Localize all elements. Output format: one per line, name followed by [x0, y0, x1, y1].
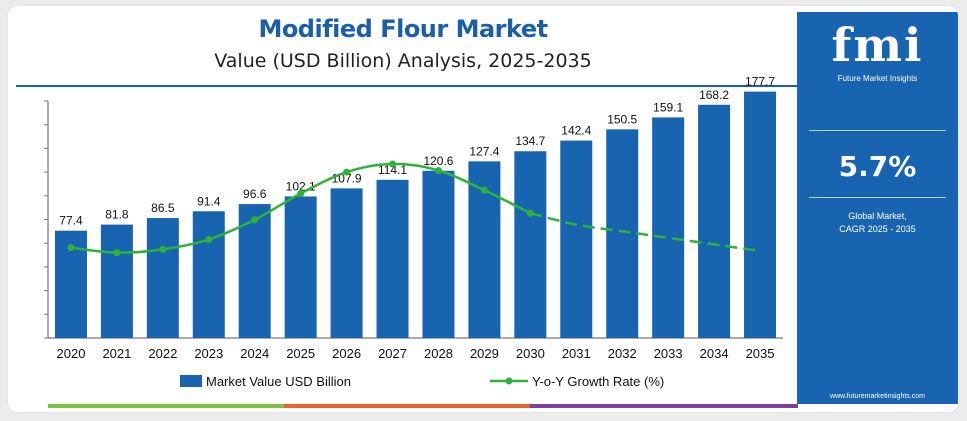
bar-2028	[422, 170, 455, 338]
growth-point-2029	[480, 186, 488, 194]
x-tick-label: 2023	[194, 346, 223, 361]
legend-bar-label: Market Value USD Billion	[206, 374, 351, 389]
growth-point-2021	[113, 249, 121, 257]
x-tick-label: 2032	[608, 346, 637, 361]
website-link[interactable]: www.futuremarketinsights.com	[830, 393, 925, 400]
growth-point-2020	[67, 244, 75, 252]
bar-value-label: 120.6	[423, 154, 453, 168]
growth-point-2027	[389, 160, 397, 168]
cagr-label-line1: Global Market,	[848, 211, 907, 221]
legend-bar-swatch	[180, 375, 202, 387]
growth-point-2025	[297, 189, 305, 197]
chart-title: Modified Flour Market	[258, 15, 548, 43]
cagr-label-line2: CAGR 2025 - 2035	[839, 224, 916, 234]
bar-line-chart: 77.4 2020 81.8 2021 86.5 2022 91.4 2023 96.6 2024…	[44, 75, 783, 389]
bar-2022	[146, 218, 179, 338]
x-tick-label: 2031	[562, 346, 591, 361]
logo-subtext: Future Market Insights	[837, 74, 918, 83]
bar-value-label: 142.4	[561, 124, 591, 138]
strip-orange	[284, 404, 530, 408]
legend-line-label: Y-o-Y Growth Rate (%)	[532, 374, 664, 389]
bar-2033	[652, 117, 685, 338]
strip-green	[48, 404, 284, 408]
fmi-logo: fmi	[831, 18, 924, 72]
bar-2023	[192, 211, 225, 338]
bar-2034	[698, 104, 731, 339]
growth-point-2023	[205, 235, 213, 243]
x-tick-label: 2035	[746, 346, 775, 361]
bar-2025	[284, 196, 317, 338]
growth-point-2028	[434, 167, 442, 175]
bar-value-label: 81.8	[105, 208, 129, 222]
x-tick-label: 2025	[286, 346, 315, 361]
growth-point-2030	[526, 209, 534, 217]
x-tick-label: 2029	[470, 346, 499, 361]
x-tick-label: 2026	[332, 346, 361, 361]
bar-2021	[100, 224, 133, 338]
bar-value-label: 77.4	[59, 214, 83, 228]
x-tick-label: 2020	[57, 346, 86, 361]
x-tick-label: 2024	[240, 346, 269, 361]
legend-line-marker	[505, 377, 513, 385]
growth-point-2026	[343, 168, 351, 176]
chart-card: Modified Flour Market Value (USD Billion…	[8, 6, 958, 412]
bar-value-label: 168.2	[699, 88, 729, 102]
x-tick-label: 2028	[424, 346, 453, 361]
bar-value-label: 159.1	[653, 100, 683, 114]
bar-value-label: 114.1	[378, 163, 407, 177]
cagr-value: 5.7%	[838, 150, 917, 183]
bar-2027	[376, 179, 409, 338]
bar-2032	[606, 129, 639, 338]
x-tick-label: 2033	[654, 346, 683, 361]
x-tick-label: 2030	[516, 346, 545, 361]
cagr-label: Global Market, CAGR 2025 - 2035	[797, 210, 958, 236]
bar-2031	[560, 140, 593, 338]
chart-subtitle: Value (USD Billion) Analysis, 2025-2035	[214, 50, 592, 72]
bar-value-label: 91.4	[197, 194, 221, 208]
bar-2024	[238, 204, 271, 338]
sidebar-divider	[809, 130, 946, 131]
x-tick-label: 2027	[378, 346, 407, 361]
bar-value-label: 177.7	[745, 75, 775, 89]
title-divider	[16, 85, 798, 87]
bar-value-label: 96.6	[243, 187, 267, 201]
bar-value-label: 127.4	[469, 144, 499, 158]
sidebar-divider	[809, 197, 946, 198]
x-tick-label: 2022	[148, 346, 177, 361]
growth-point-2024	[251, 216, 259, 224]
growth-point-2022	[159, 245, 167, 253]
bar-2035	[744, 91, 777, 338]
bar-value-label: 86.5	[151, 201, 175, 215]
strip-purple	[530, 404, 798, 408]
bar-2026	[330, 188, 363, 338]
growth-line-forecast	[530, 211, 761, 253]
x-tick-label: 2034	[700, 346, 729, 361]
bar-value-label: 150.5	[607, 112, 637, 126]
brand-sidebar: fmi Future Market Insights 5.7% Global M…	[797, 12, 958, 404]
bar-value-label: 134.7	[515, 134, 545, 148]
bar-2030	[514, 151, 547, 338]
x-tick-label: 2021	[102, 346, 131, 361]
